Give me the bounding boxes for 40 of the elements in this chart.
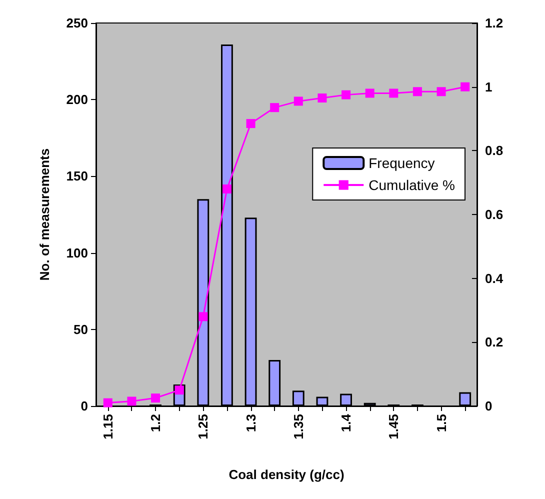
y-tick-label: 0	[80, 398, 88, 414]
x-tick-label: 1.15	[100, 414, 116, 440]
y-tick-label: 200	[66, 92, 88, 108]
point	[365, 88, 374, 98]
point	[389, 88, 398, 98]
y2-tick-label: 0.8	[485, 143, 504, 158]
y2-tick-label: 0	[485, 398, 492, 414]
y2-tick-label: 0.6	[485, 207, 504, 222]
legend-label: Frequency	[368, 155, 435, 171]
y-tick-label: 250	[66, 16, 88, 30]
y-tick-label: 100	[66, 245, 88, 260]
x-axis-title: Coal density (g/cc)	[228, 467, 344, 482]
x-tick-label: 1.5	[434, 414, 449, 432]
y2-tick-label: 1.2	[485, 16, 504, 30]
point	[342, 90, 351, 100]
point	[103, 398, 112, 408]
point	[127, 396, 136, 406]
y-axis-title: No. of measurements	[37, 148, 52, 281]
point	[151, 394, 160, 403]
point	[436, 87, 446, 96]
point	[270, 103, 280, 112]
x-tick-label: 1.2	[148, 414, 164, 432]
y2-tick-label: 0.4	[485, 270, 504, 286]
y-tick-label: 50	[74, 322, 88, 337]
legend-label: Cumulative %	[368, 177, 456, 193]
y2-tick-label: 1	[485, 79, 492, 94]
y-tick-label: 150	[66, 168, 88, 184]
x-tick-label: 1.3	[243, 414, 258, 432]
point	[222, 184, 232, 194]
point	[412, 87, 422, 96]
point	[294, 96, 303, 106]
point	[318, 94, 327, 103]
x-tick-label: 1.25	[196, 414, 211, 440]
x-tick-label: 1.35	[290, 414, 306, 440]
point	[198, 312, 208, 322]
point	[460, 82, 470, 92]
y2-tick-label: 0.2	[485, 334, 504, 350]
point	[246, 119, 256, 128]
x-tick-label: 1.4	[338, 413, 354, 432]
x-tick-label: 1.45	[386, 414, 402, 440]
